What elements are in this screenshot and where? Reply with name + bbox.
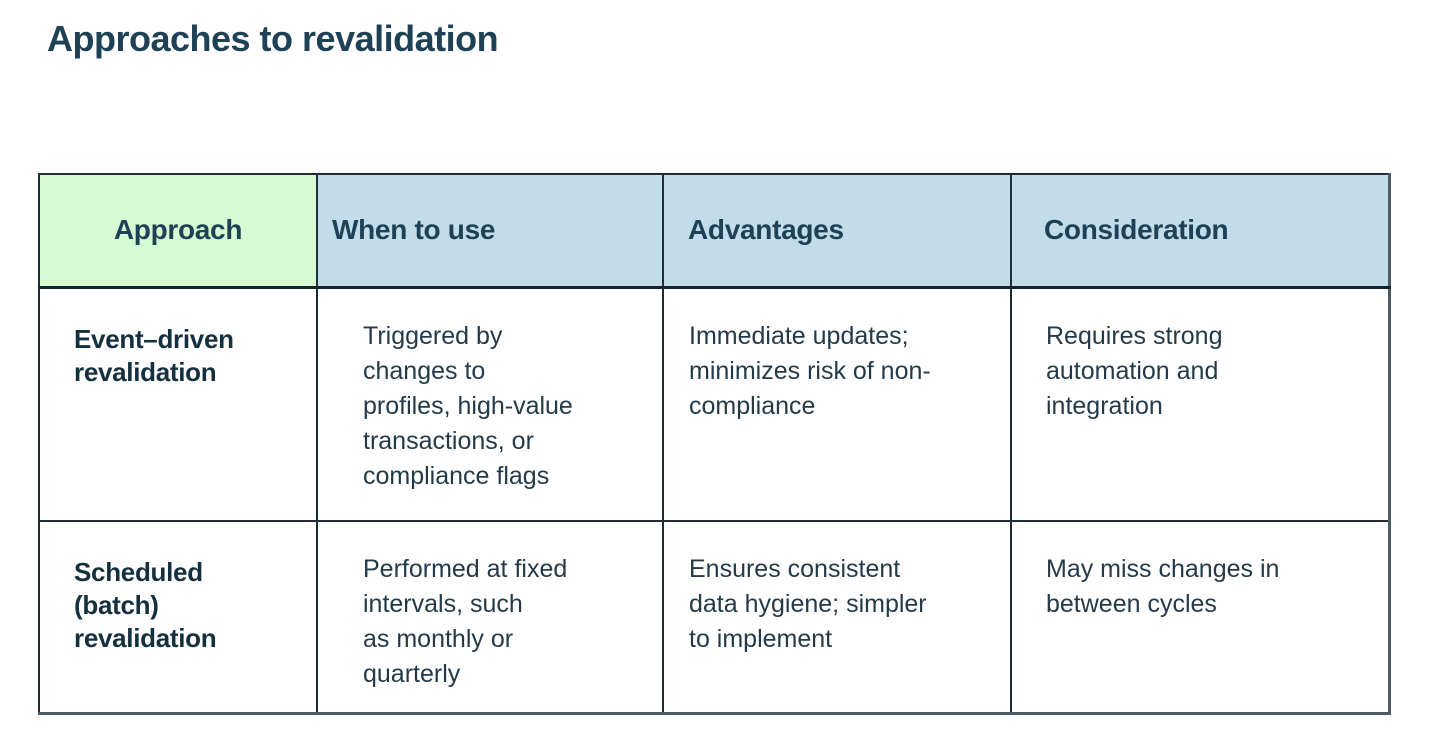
table-row-scheduled-batch: Scheduled (batch) revalidation Performed… xyxy=(38,520,1390,715)
cell-when-to-use-scheduled-batch: Performed at fixed intervals, such as mo… xyxy=(316,520,664,715)
header-cell-approach: Approach xyxy=(38,173,318,289)
table-row-event-driven: Event–driven revalidation Triggered by c… xyxy=(38,286,1390,522)
header-cell-when-to-use: When to use xyxy=(316,173,664,289)
cell-consideration-scheduled-batch: May miss changes in between cycles xyxy=(1010,520,1390,715)
cell-consideration-event-driven: Requires strong automation and integrati… xyxy=(1010,286,1390,522)
cell-advantages-event-driven: Immediate updates; minimizes risk of non… xyxy=(662,286,1012,522)
cell-approach-scheduled-batch: Scheduled (batch) revalidation xyxy=(38,520,318,715)
cell-approach-event-driven: Event–driven revalidation xyxy=(38,286,318,522)
table-header-row: Approach When to use Advantages Consider… xyxy=(38,173,1390,289)
header-cell-advantages: Advantages xyxy=(662,173,1012,289)
cell-when-to-use-event-driven: Triggered by changes to profiles, high-v… xyxy=(316,286,664,522)
cell-advantages-scheduled-batch: Ensures consistent data hygiene; simpler… xyxy=(662,520,1012,715)
revalidation-table: Approach When to use Advantages Consider… xyxy=(38,173,1391,715)
header-cell-consideration: Consideration xyxy=(1010,173,1390,289)
page-title: Approaches to revalidation xyxy=(47,18,499,59)
